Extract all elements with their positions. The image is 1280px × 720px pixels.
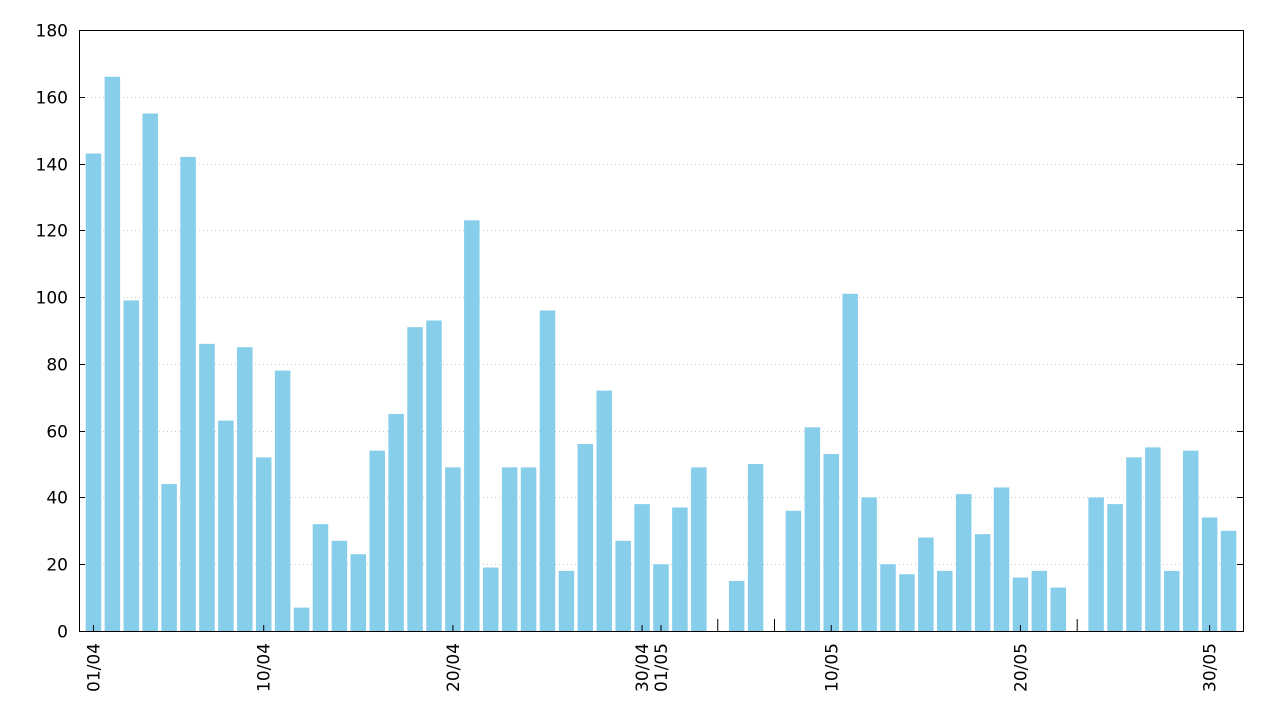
bar	[785, 510, 802, 631]
bar	[142, 113, 158, 631]
bar	[1145, 447, 1161, 631]
bar	[937, 570, 953, 631]
bar	[199, 343, 215, 631]
bar	[653, 564, 669, 631]
bar	[501, 467, 518, 631]
bar	[520, 467, 537, 631]
bar	[388, 413, 404, 631]
bar	[558, 570, 575, 631]
bar	[577, 444, 594, 631]
bar	[312, 524, 329, 631]
bar	[747, 464, 764, 631]
x-tick-label: 01/05	[652, 643, 672, 692]
bar	[1182, 450, 1199, 631]
y-tick-label: 0	[57, 623, 68, 643]
bar	[1107, 504, 1123, 631]
bar	[445, 467, 461, 631]
y-axis-ticks: 0 20 40 60 80 100 120 140 160 180	[36, 22, 1243, 643]
bar	[1031, 570, 1048, 631]
bar	[482, 567, 499, 631]
y-tick-label: 80	[46, 356, 68, 376]
x-tick-label: 30/04	[633, 643, 653, 692]
x-tick-label: 01/04	[84, 643, 104, 692]
x-tick-label: 10/04	[255, 643, 275, 692]
y-tick-label: 160	[36, 89, 68, 109]
bar	[596, 390, 613, 631]
bar	[842, 293, 858, 631]
bar	[255, 457, 272, 631]
bar	[1201, 517, 1218, 631]
bar	[1050, 587, 1067, 631]
y-tick-label: 40	[46, 489, 68, 509]
x-tick-label: 10/05	[822, 643, 842, 692]
bar	[1220, 530, 1237, 631]
x-tick-label: 20/04	[444, 643, 464, 692]
bar	[426, 320, 442, 631]
bar	[85, 153, 102, 632]
bar	[955, 494, 972, 631]
bar	[293, 607, 310, 631]
bar	[369, 450, 385, 631]
bars	[85, 76, 1237, 632]
grid-lines	[79, 97, 1243, 565]
bar	[180, 156, 196, 631]
plot-frame	[79, 30, 1244, 632]
bar	[237, 347, 253, 631]
bar	[350, 554, 367, 631]
bar	[331, 540, 348, 631]
bar	[1126, 457, 1142, 631]
y-tick-label: 100	[36, 289, 68, 309]
bar	[161, 484, 177, 631]
bar	[728, 580, 745, 631]
bar	[218, 420, 234, 631]
bar	[899, 574, 915, 631]
y-tick-label: 180	[36, 22, 68, 42]
bar	[1012, 577, 1029, 631]
bar	[993, 487, 1010, 631]
bar	[1164, 570, 1180, 631]
bar	[123, 300, 140, 631]
bar	[974, 534, 991, 631]
bar	[539, 310, 556, 631]
bar	[274, 370, 291, 631]
y-tick-label: 60	[46, 423, 68, 443]
y-tick-label: 140	[36, 156, 68, 176]
y-tick-label: 120	[36, 222, 68, 242]
x-tick-label: 20/05	[1011, 643, 1031, 692]
bar	[634, 504, 650, 631]
bar	[672, 507, 688, 631]
bar	[615, 540, 631, 631]
bar	[1088, 497, 1104, 631]
bar	[691, 467, 707, 631]
bar	[918, 537, 934, 631]
bar	[823, 454, 840, 631]
x-tick-label: 30/05	[1201, 643, 1221, 692]
bar	[104, 76, 121, 631]
bar	[861, 497, 877, 631]
bar	[804, 427, 821, 631]
bar	[880, 564, 896, 631]
bar	[407, 327, 423, 631]
y-tick-label: 20	[46, 556, 68, 576]
bar	[464, 220, 480, 632]
